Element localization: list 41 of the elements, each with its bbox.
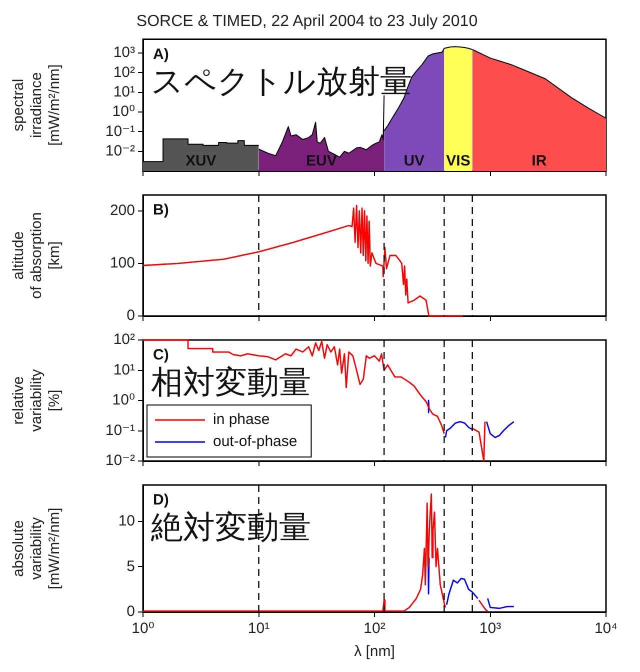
y-tick-label: 10¹	[113, 83, 135, 100]
annotation: XUV	[185, 152, 216, 170]
y-tick-label: 10⁻¹	[105, 122, 135, 140]
y-axis-title: spectral irradiance [mW/m²/nm]	[10, 64, 64, 146]
x-tick-label: 10¹	[248, 620, 270, 638]
y-tick-label: 10¹	[113, 361, 135, 378]
x-tick-label: 10⁴	[594, 620, 618, 638]
chart-title: SORCE & TIMED, 22 April 2004 to 23 July 2010	[136, 13, 478, 30]
annotation: B)	[153, 202, 169, 219]
y-tick-label: 10⁻²	[105, 452, 135, 470]
legend-label: in phase	[213, 411, 270, 428]
annotation: スペクトル放射量	[151, 63, 412, 100]
y-axis-title: relative variability [%]	[10, 368, 64, 432]
annotation: UV	[404, 152, 425, 170]
annotation: VIS	[446, 152, 470, 170]
annotation: IR	[532, 152, 547, 170]
x-tick-label: 10²	[364, 620, 386, 638]
y-axis-title: absolute variability [mW/m²/nm]	[10, 508, 64, 590]
y-tick-label: 10	[118, 512, 135, 530]
annotation: D)	[153, 492, 169, 509]
y-tick-label: 100	[110, 254, 135, 272]
y-tick-label: 10⁰	[112, 392, 135, 409]
annotation: A)	[153, 46, 169, 63]
legend-label: out-of-phase	[213, 433, 298, 450]
annotation: EUV	[306, 152, 337, 170]
y-tick-label: 200	[110, 202, 135, 219]
y-axis-title: altitude of absorption [km]	[10, 212, 64, 299]
y-tick-label: 5	[126, 558, 135, 575]
y-tick-label: 10⁻²	[105, 142, 135, 160]
x-axis-title: λ [nm]	[354, 643, 395, 660]
y-tick-label: 0	[126, 307, 135, 324]
y-tick-label: 0	[126, 603, 135, 620]
x-tick-label: 10³	[479, 620, 502, 638]
annotation: 相対変動量	[151, 364, 311, 400]
y-tick-label: 10²	[113, 331, 135, 348]
y-tick-label: 10³	[113, 44, 135, 62]
annotation: 絶対変動量	[150, 508, 311, 545]
annotation: C)	[153, 346, 169, 364]
y-tick-label: 10²	[113, 64, 135, 81]
y-tick-label: 10⁰	[112, 103, 135, 120]
y-tick-label: 10⁻¹	[105, 422, 135, 439]
